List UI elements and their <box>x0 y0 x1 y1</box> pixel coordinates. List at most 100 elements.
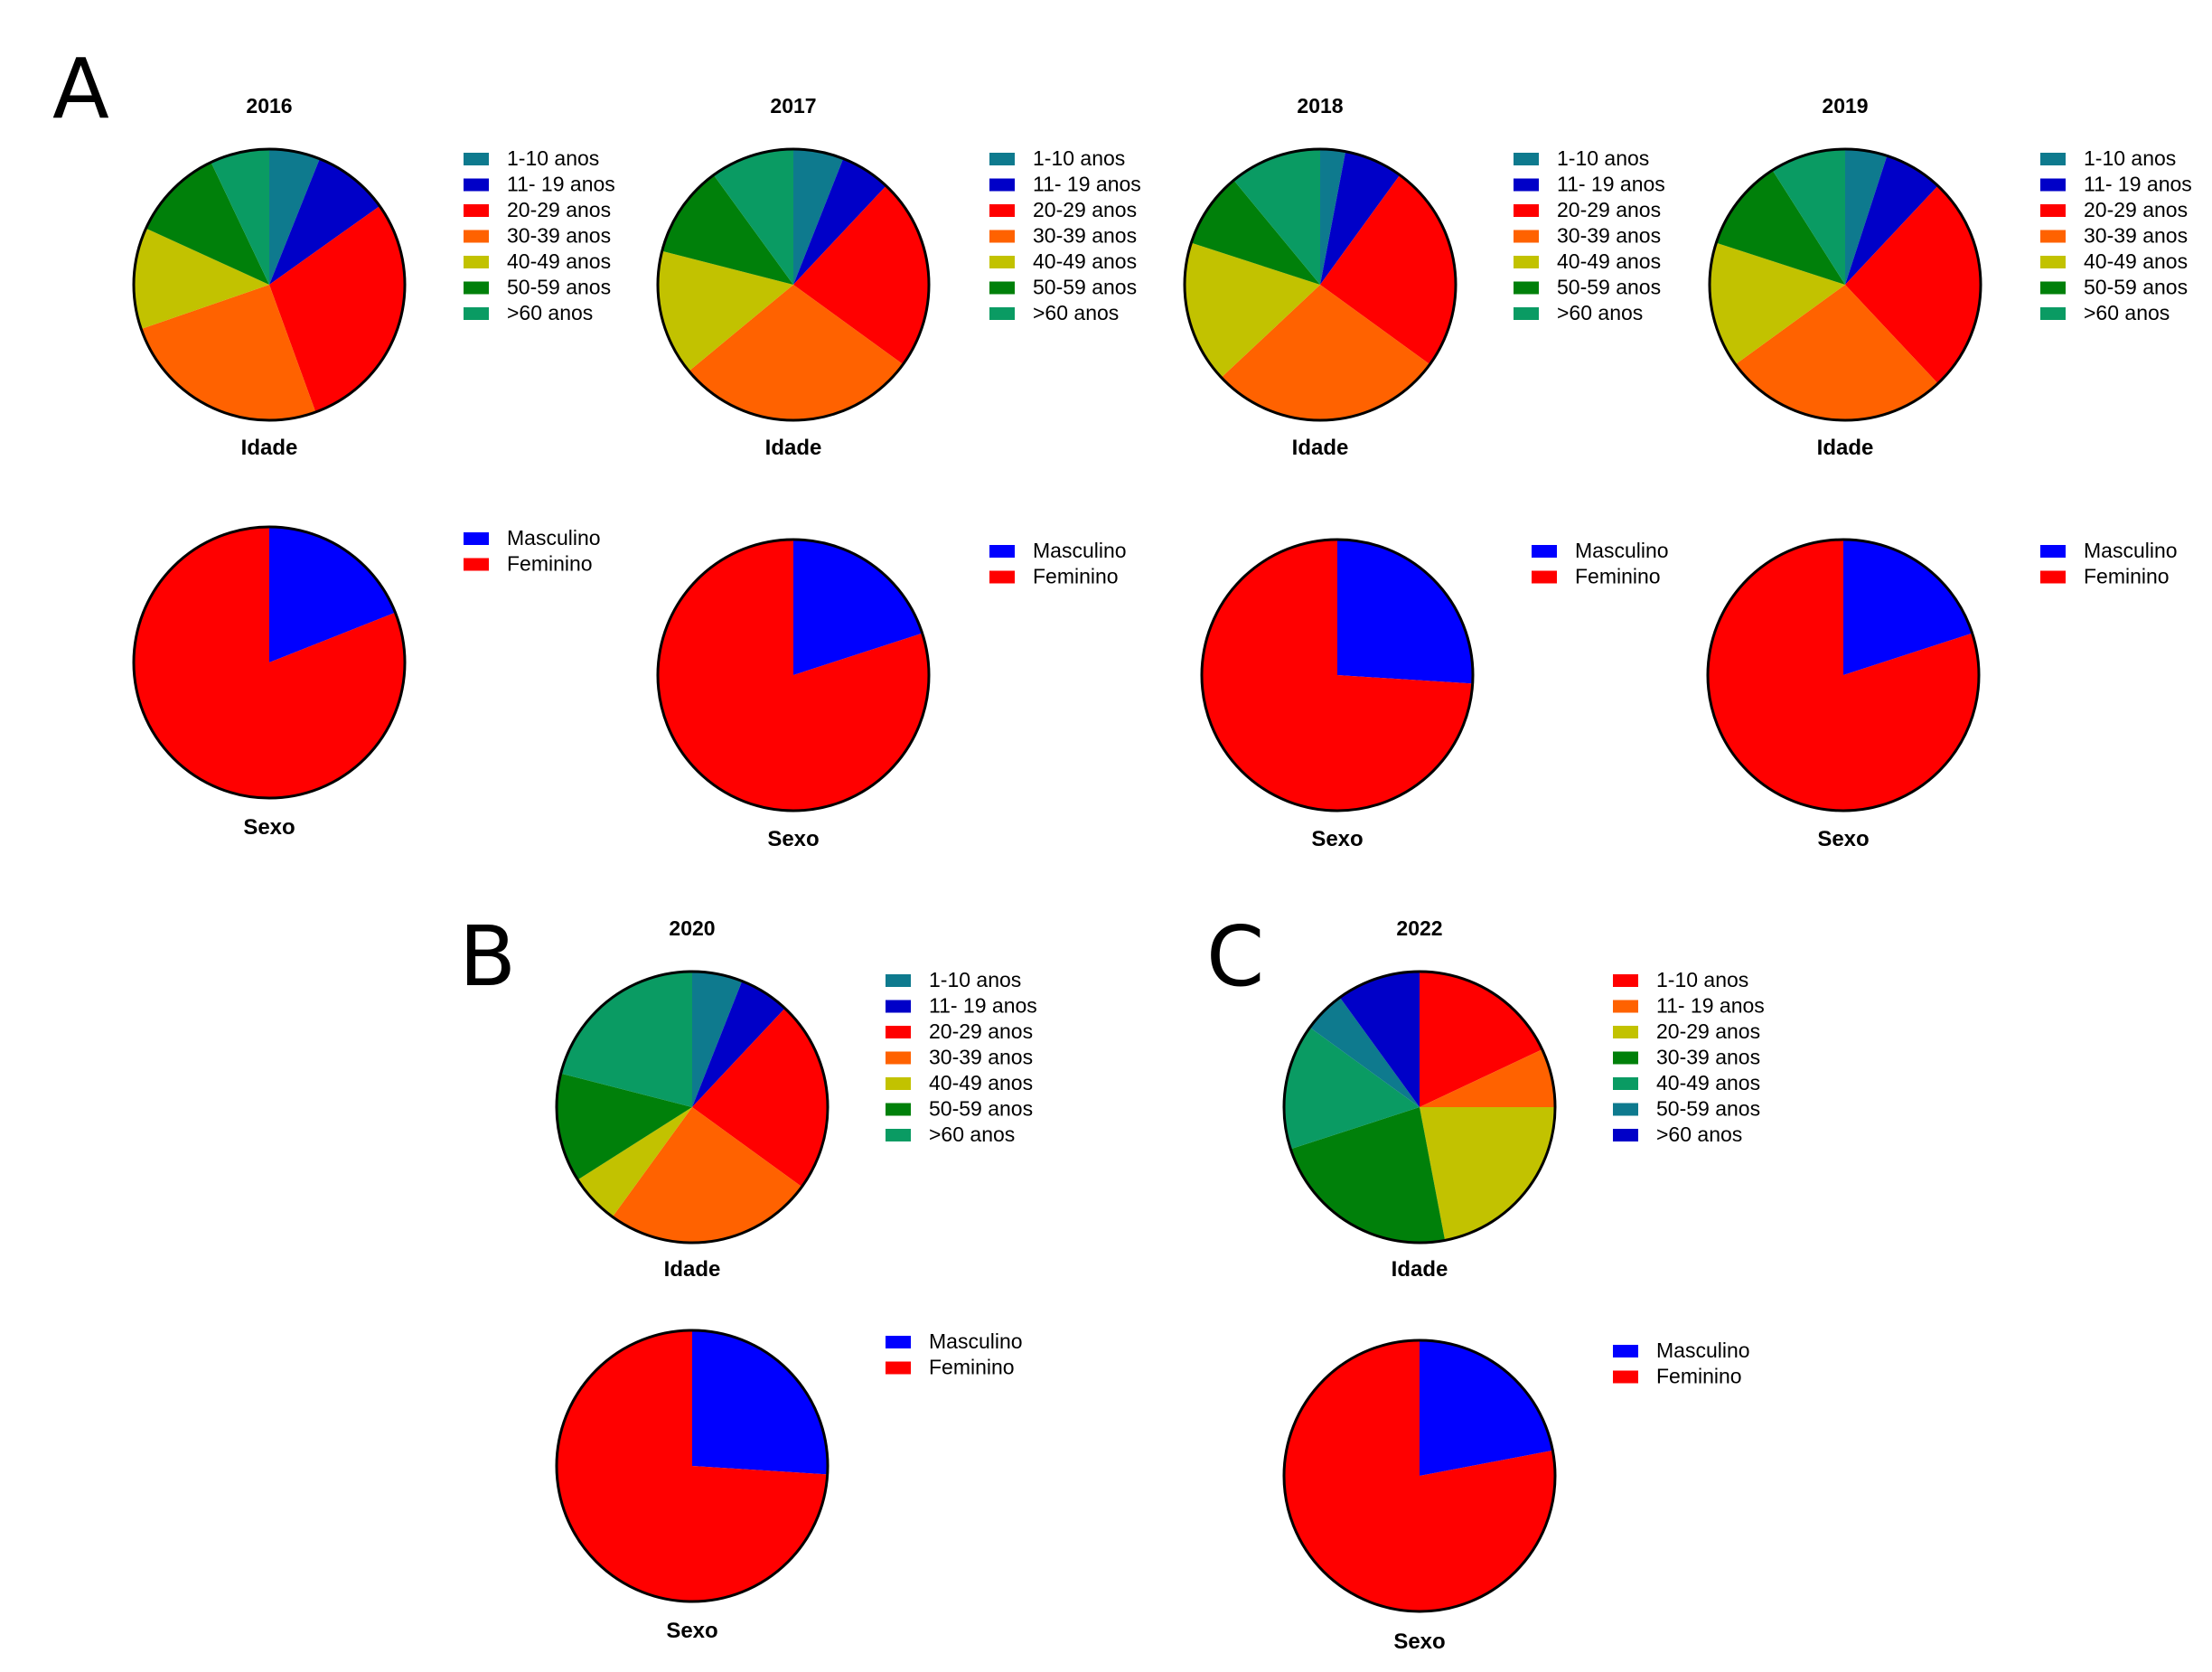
pie-label-2022-sexo: Sexo <box>1393 1630 1445 1654</box>
pie-outline-2018-sexo <box>1200 538 1475 813</box>
legend-label-2019-idade-0: 1-10 anos <box>2084 146 2176 170</box>
slice-2017-idade-30-39-anos <box>689 285 904 420</box>
legend-label-2017-sexo-1: Feminino <box>1033 565 1119 588</box>
slice-2019-idade-20-29-anos <box>1845 185 1982 384</box>
legend-label-2018-idade-5: 50-59 anos <box>1557 276 1661 299</box>
legend-swatch-2022-idade-2 <box>1613 1026 1638 1038</box>
slice-2016-idade-11-19-anos <box>269 158 380 285</box>
slice-2022-idade-11-19-anos <box>1420 1049 1555 1107</box>
legend-label-2016-sexo-0: Masculino <box>507 526 601 550</box>
panel-letter-a: A <box>52 41 109 137</box>
legend-label-2020-idade-5: 50-59 anos <box>929 1097 1033 1121</box>
legend-swatch-2019-idade-3 <box>2040 230 2066 243</box>
slice-2016-idade-1-10-anos <box>269 149 320 285</box>
legend-label-2019-sexo-0: Masculino <box>2084 539 2178 562</box>
slice-2022-idade-50-59-anos <box>1309 997 1420 1107</box>
legend-label-2018-idade-3: 30-39 anos <box>1557 224 1661 248</box>
legend-swatch-2016-idade-2 <box>464 204 489 217</box>
legend-swatch-2016-idade-5 <box>464 281 489 295</box>
legend-label-2018-idade-4: 40-49 anos <box>1557 249 1661 273</box>
slice-2020-idade-40-49-anos <box>577 1107 692 1217</box>
pie-outline-2017-idade <box>656 147 931 422</box>
legend-label-2019-idade-6: >60 anos <box>2084 301 2170 324</box>
slice-2017-idade-40-49-anos <box>657 250 793 371</box>
legend-swatch-2018-idade-4 <box>1514 256 1539 268</box>
legend-swatch-2020-idade-3 <box>886 1051 911 1065</box>
legend-swatch-2022-sexo-1 <box>1613 1370 1638 1384</box>
pie-label-2016-sexo: Sexo <box>243 815 295 840</box>
legend-label-2017-idade-6: >60 anos <box>1033 301 1119 324</box>
slice-2017-idade-60-anos <box>713 149 793 285</box>
legend-swatch-2018-sexo-1 <box>1532 570 1557 584</box>
year-title-2020: 2020 <box>669 916 715 940</box>
legend-label-2019-idade-3: 30-39 anos <box>2084 224 2188 248</box>
slice-2016-idade-60-anos <box>211 149 269 285</box>
slice-2019-sexo-masculino <box>1843 539 1973 675</box>
year-title-2019: 2019 <box>1822 94 1868 117</box>
slice-2019-sexo-feminino <box>1708 540 1980 812</box>
legend-swatch-2017-idade-1 <box>989 178 1015 192</box>
legend-label-2020-idade-1: 11- 19 anos <box>929 994 1037 1018</box>
legend-label-2016-sexo-1: Feminino <box>507 552 593 576</box>
legend-swatch-2019-idade-4 <box>2040 256 2066 268</box>
slice-2019-idade-11-19-anos <box>1845 155 1938 285</box>
legend-swatch-2017-sexo-0 <box>989 545 1015 558</box>
legend-label-2020-idade-3: 30-39 anos <box>929 1046 1033 1069</box>
legend-label-2017-idade-0: 1-10 anos <box>1033 146 1125 170</box>
slice-2016-sexo-feminino <box>134 527 406 799</box>
legend-swatch-2018-idade-3 <box>1514 230 1539 243</box>
legend-label-2016-idade-1: 11- 19 anos <box>507 173 615 196</box>
slice-2019-idade-40-49-anos <box>1709 242 1845 365</box>
slice-2017-idade-50-59-anos <box>661 174 793 285</box>
pie-outline-2022-sexo <box>1282 1339 1557 1613</box>
legend-swatch-2018-idade-6 <box>1514 307 1539 320</box>
legend-swatch-2022-idade-0 <box>1613 974 1638 987</box>
legend-swatch-2016-idade-6 <box>464 307 489 320</box>
legend-swatch-2020-sexo-0 <box>886 1336 911 1348</box>
legend-swatch-2019-idade-0 <box>2040 153 2066 165</box>
slice-2017-idade-11-19-anos <box>793 158 886 285</box>
legend-label-2022-idade-4: 40-49 anos <box>1656 1071 1760 1094</box>
legend-swatch-2016-sexo-1 <box>464 558 489 571</box>
slice-2017-sexo-masculino <box>793 540 923 675</box>
legend-swatch-2017-idade-5 <box>989 281 1015 295</box>
pie-label-2022-idade: Idade <box>1392 1257 1448 1282</box>
legend-label-2018-idade-0: 1-10 anos <box>1557 146 1649 170</box>
slice-2022-idade-40-49-anos <box>1283 1027 1420 1150</box>
legend-label-2019-idade-1: 11- 19 anos <box>2084 173 2192 196</box>
slice-2019-idade-60-anos <box>1772 149 1845 285</box>
slice-2022-idade-20-29-anos <box>1420 1107 1555 1241</box>
legend-label-2016-idade-2: 20-29 anos <box>507 198 611 221</box>
slice-2018-idade-11-19-anos <box>1320 151 1401 285</box>
pie-label-2017-idade: Idade <box>765 436 822 460</box>
slice-2022-sexo-masculino <box>1420 1340 1553 1476</box>
legend-swatch-2017-sexo-1 <box>989 570 1015 584</box>
legend-label-2019-sexo-1: Feminino <box>2084 565 2170 588</box>
legend-label-2022-idade-5: 50-59 anos <box>1656 1097 1760 1121</box>
pie-outline-2020-sexo <box>555 1329 830 1603</box>
legend-label-2016-idade-0: 1-10 anos <box>507 146 599 170</box>
legend-label-2018-sexo-1: Feminino <box>1575 565 1661 588</box>
legend-label-2020-idade-2: 20-29 anos <box>929 1019 1033 1043</box>
legend-swatch-2020-idade-2 <box>886 1026 911 1038</box>
legend-label-2017-idade-1: 11- 19 anos <box>1033 173 1141 196</box>
legend-label-2019-idade-4: 40-49 anos <box>2084 249 2188 273</box>
legend-label-2019-idade-5: 50-59 anos <box>2084 276 2188 299</box>
legend-swatch-2019-sexo-0 <box>2040 545 2066 558</box>
legend-label-2017-idade-4: 40-49 anos <box>1033 249 1137 273</box>
legend-swatch-2020-idade-5 <box>886 1103 911 1116</box>
legend-swatch-2017-idade-2 <box>989 204 1015 217</box>
slice-2018-idade-40-49-anos <box>1184 242 1320 378</box>
pie-label-2020-sexo: Sexo <box>666 1619 717 1643</box>
slice-2018-idade-30-39-anos <box>1221 285 1430 421</box>
pie-2019-sexo: Sexo Masculino Feminino <box>1706 538 2178 851</box>
legend-swatch-2018-idade-5 <box>1514 281 1539 295</box>
pie-label-2019-sexo: Sexo <box>1817 827 1869 851</box>
slice-2016-idade-40-49-anos <box>134 228 269 330</box>
legend-swatch-2020-idade-4 <box>886 1077 911 1090</box>
legend-swatch-2019-idade-5 <box>2040 281 2066 295</box>
